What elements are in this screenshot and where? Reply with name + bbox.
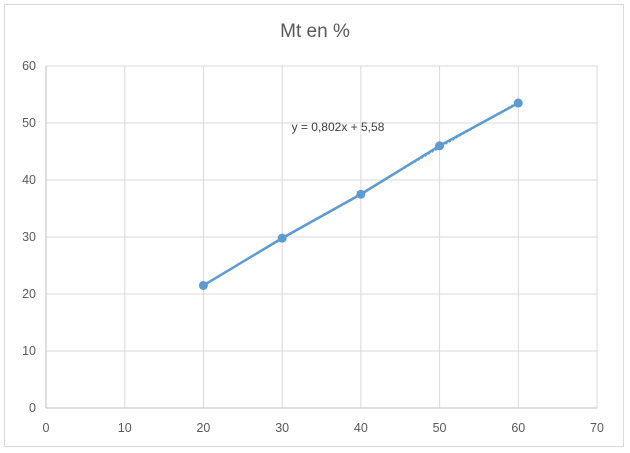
y-tick-label: 60: [22, 59, 36, 73]
data-point: [356, 189, 366, 199]
y-tick-label: 50: [22, 116, 36, 130]
axes: [45, 66, 597, 409]
tick-labels: 0 10 20 30 40 50 60 0 10 20 30 40 50 60 70: [22, 59, 604, 435]
y-tick-label: 40: [22, 173, 36, 187]
x-tick-label: 0: [43, 421, 50, 435]
data-point: [277, 233, 287, 243]
x-tick-label: 50: [433, 421, 447, 435]
y-tick-label: 10: [22, 344, 36, 358]
data-point: [198, 280, 208, 290]
x-tick-label: 70: [590, 421, 604, 435]
data-point: [513, 98, 523, 108]
chart-frame: [4, 4, 624, 447]
gridlines: [46, 65, 598, 408]
x-tick-label: 30: [275, 421, 289, 435]
series: [198, 98, 523, 290]
y-tick-label: 20: [22, 287, 36, 301]
x-tick-label: 10: [118, 421, 132, 435]
x-tick-label: 60: [511, 421, 525, 435]
trendline-equation: y = 0,802x + 5,58: [292, 120, 385, 134]
y-tick-label: 0: [29, 401, 36, 415]
chart-title: Mt en %: [280, 21, 350, 42]
x-tick-label: 20: [196, 421, 210, 435]
y-tick-label: 30: [22, 230, 36, 244]
data-point: [435, 141, 445, 151]
x-tick-label: 40: [354, 421, 368, 435]
